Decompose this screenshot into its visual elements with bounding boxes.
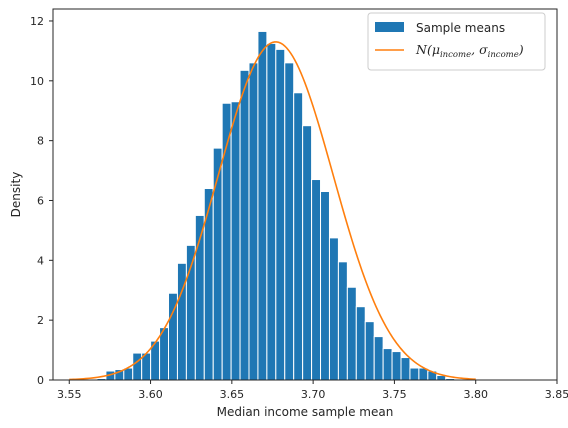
legend-box bbox=[367, 12, 546, 71]
histogram-bar bbox=[337, 261, 348, 381]
plot-frame bbox=[52, 8, 558, 381]
y-tick-label: 4 bbox=[37, 254, 44, 267]
legend-swatch-sample-means bbox=[375, 22, 404, 32]
histogram-bar bbox=[132, 352, 143, 381]
x-axis-label: Median income sample mean bbox=[217, 405, 394, 419]
x-tick-label: 3.55 bbox=[57, 388, 82, 401]
y-tick-label: 12 bbox=[30, 15, 44, 28]
normal-density-curve bbox=[69, 41, 476, 381]
histogram-bar bbox=[293, 92, 304, 381]
histogram-bar bbox=[328, 237, 339, 381]
y-tick-label: 10 bbox=[30, 75, 44, 88]
histogram-bar bbox=[275, 48, 286, 381]
y-tick-label: 6 bbox=[37, 194, 44, 207]
legend: Sample means N(μincome, σincome) bbox=[367, 12, 546, 71]
histogram-bar bbox=[400, 357, 411, 381]
y-tick-label: 8 bbox=[37, 135, 44, 148]
x-tick-label: 3.70 bbox=[301, 388, 326, 401]
x-axis-ticks: 3.55 3.60 3.65 3.70 3.75 3.80 3.85 bbox=[57, 380, 568, 401]
histogram-bar bbox=[320, 191, 330, 381]
histogram-bar bbox=[364, 321, 375, 381]
x-tick-label: 3.65 bbox=[220, 388, 245, 401]
histogram-bar bbox=[346, 286, 357, 381]
histogram-bar bbox=[284, 62, 295, 381]
histogram-bar bbox=[311, 179, 322, 381]
histogram-bar bbox=[230, 101, 241, 381]
y-axis-ticks: 0 2 4 6 8 10 12 bbox=[30, 15, 53, 387]
x-tick-label: 3.75 bbox=[382, 388, 407, 401]
x-tick-label: 3.85 bbox=[545, 388, 568, 401]
histogram-bar bbox=[212, 147, 223, 381]
y-tick-label: 2 bbox=[37, 314, 44, 327]
histogram-bar bbox=[257, 30, 268, 381]
x-tick-label: 3.60 bbox=[138, 388, 163, 401]
x-tick-label: 3.80 bbox=[463, 388, 488, 401]
histogram-bar bbox=[248, 62, 259, 381]
histogram-bar bbox=[266, 42, 277, 381]
y-axis-label: Density bbox=[9, 172, 23, 218]
histogram-bar bbox=[239, 69, 250, 381]
histogram-bar bbox=[373, 336, 384, 381]
histogram-bar bbox=[391, 351, 402, 381]
histogram-bar bbox=[409, 367, 420, 381]
histogram-bar bbox=[355, 306, 366, 381]
histogram-bar bbox=[382, 348, 393, 381]
y-tick-label: 0 bbox=[37, 374, 44, 387]
density-curve-layer bbox=[69, 41, 476, 381]
histogram-bar bbox=[302, 125, 313, 381]
legend-label-sample-means: Sample means bbox=[416, 21, 505, 35]
